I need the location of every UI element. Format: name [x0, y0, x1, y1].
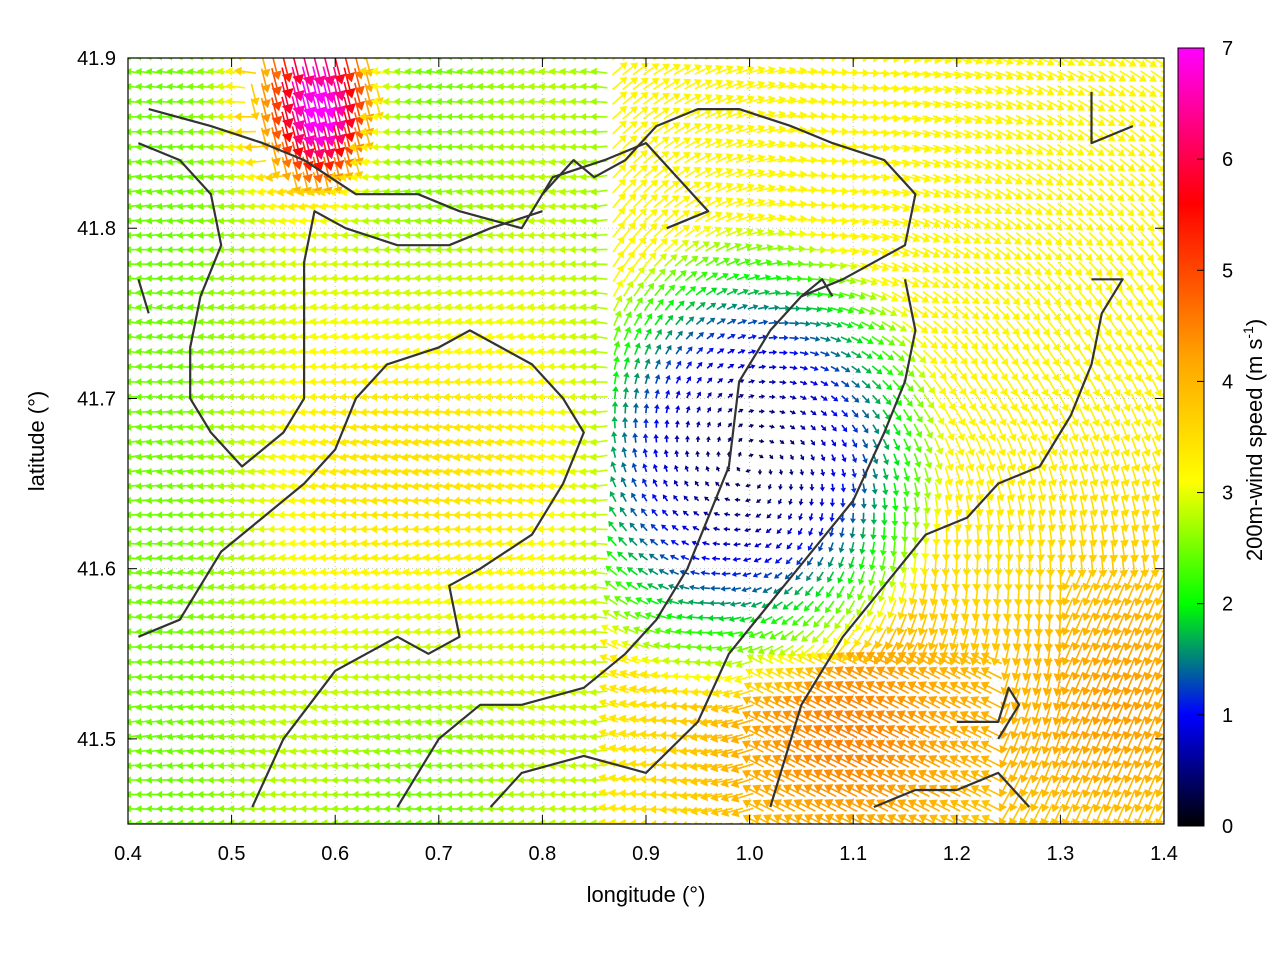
plot-area: 0.4 0.5 0.6 0.7 0.8 0.9 1.0 1.1 1.2 1.3 1.4 41.541…	[77, 48, 1178, 865]
wind-vectors	[128, 58, 1164, 824]
